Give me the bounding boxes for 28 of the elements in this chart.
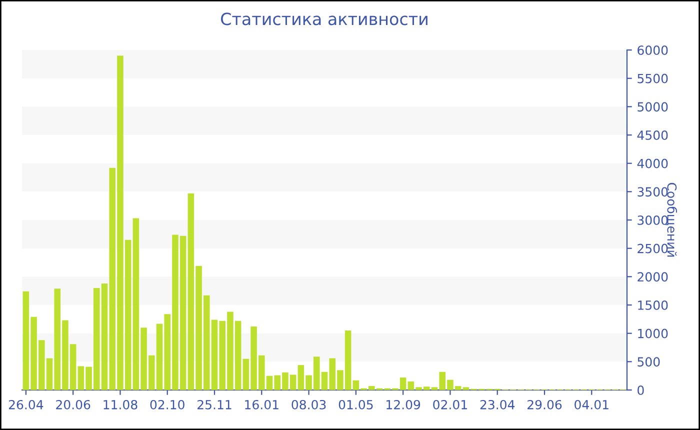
y-tick-label: 1000 bbox=[638, 328, 668, 338]
y-tick-label: 6000 bbox=[638, 45, 668, 55]
chart-title: Статистика активности bbox=[221, 12, 428, 26]
x-tick-label: 02.10 bbox=[150, 400, 184, 410]
x-tick-label: 01.05 bbox=[338, 400, 373, 410]
y-tick-label: 3000 bbox=[638, 215, 668, 225]
x-tick-label: 12.09 bbox=[386, 400, 420, 410]
x-tick-label: 20.06 bbox=[56, 400, 90, 410]
x-tick-label: 29.06 bbox=[528, 400, 562, 410]
y-tick-label: 0 bbox=[638, 385, 644, 395]
y-tick-label: 5000 bbox=[638, 102, 668, 112]
y-tick-label: 4500 bbox=[637, 130, 668, 140]
y-tick-label: 1500 bbox=[638, 300, 668, 310]
x-tick-label: 02.01 bbox=[433, 400, 467, 410]
y-tick-label: 3500 bbox=[638, 187, 668, 197]
x-tick-label: 25.11 bbox=[198, 400, 232, 410]
y-axis-title: Сообщений bbox=[666, 182, 678, 257]
x-tick-label: 08.03 bbox=[292, 400, 326, 410]
x-tick-label: 26.04 bbox=[8, 400, 44, 410]
x-tick-label: 23.04 bbox=[480, 400, 515, 410]
x-tick-label: 16.01 bbox=[245, 400, 278, 410]
y-tick-label: 4000 bbox=[637, 158, 668, 168]
x-tick-label: 11.08 bbox=[104, 400, 138, 410]
x-tick-label: 04.01 bbox=[574, 400, 608, 410]
y-tick-label: 5500 bbox=[638, 74, 668, 84]
y-tick-label: 2000 bbox=[638, 272, 668, 282]
y-tick-label: 500 bbox=[638, 357, 660, 367]
y-tick-label: 2500 bbox=[638, 244, 668, 254]
